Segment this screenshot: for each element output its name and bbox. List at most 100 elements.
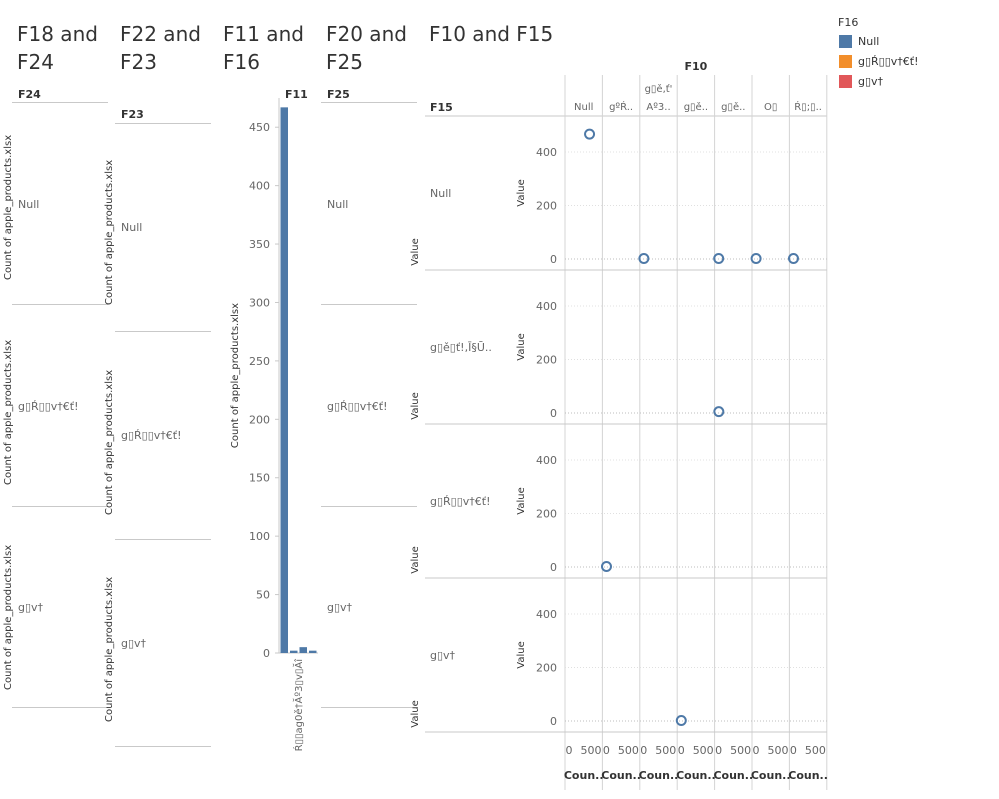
title-line: F22 and <box>120 22 201 46</box>
y-tick-label: 200 <box>536 508 557 521</box>
row-label: g▯Ŕ▯▯v†€ť! <box>430 495 491 508</box>
row-label: Null <box>327 198 349 211</box>
x-tick-label: 500 <box>805 744 826 757</box>
y-tick-label: 400 <box>536 454 557 467</box>
y-tick-label: 100 <box>249 530 270 543</box>
legend-title: F16 <box>838 16 859 29</box>
data-point <box>675 714 687 726</box>
x-axis-title: Coun.. <box>601 769 641 782</box>
divider <box>12 304 108 305</box>
divider <box>115 123 211 124</box>
title-line: F11 and <box>223 22 304 46</box>
divider <box>321 102 417 103</box>
y-axis-title: Count of apple_products.xlsx <box>230 303 241 448</box>
x-tick-label: 0 <box>753 744 760 757</box>
col-label: Ŕ▯;▯.. <box>794 100 822 113</box>
divider <box>12 506 108 507</box>
data-point <box>600 560 612 572</box>
x-tick-label: 500 <box>618 744 639 757</box>
row-label: Null <box>430 187 451 200</box>
x-tick-label: Ŕ▯▯ag0ě†Ăº3▯v▯Ăî <box>292 659 305 752</box>
x-tick-label: 500 <box>730 744 751 757</box>
x-tick-label: 0 <box>603 744 610 757</box>
data-point <box>638 252 650 264</box>
axis-title: Count of apple_products.xlsx <box>3 544 14 690</box>
row-label: g▯v† <box>121 637 147 650</box>
col-label: Aº3.. <box>646 102 670 113</box>
axis-title: Count of apple_products.xlsx <box>104 159 115 305</box>
col-header-title: F10 <box>684 60 707 73</box>
x-tick-label: 0 <box>566 744 573 757</box>
row-label: g▯v† <box>430 649 456 662</box>
panel-title-f20-f25: F20 and F25 <box>326 20 407 76</box>
x-axis-title: Coun.. <box>639 769 679 782</box>
axis-title: Count of apple_products.xlsx <box>104 576 115 722</box>
y-tick-label: 0 <box>550 407 557 420</box>
divider <box>12 102 108 103</box>
divider <box>115 746 211 747</box>
x-axis-title: Coun.. <box>751 769 791 782</box>
y-tick-label: 0 <box>550 715 557 728</box>
row-label: g▯Ŕ▯▯v†€ť! <box>18 400 79 413</box>
bar <box>309 650 317 653</box>
y-tick-label: 300 <box>249 296 270 309</box>
legend-swatch-2 <box>839 55 852 68</box>
y-tick-label: 150 <box>249 472 270 485</box>
col-label: g▯ě.. <box>684 101 708 113</box>
y-tick-label: 0 <box>263 647 270 660</box>
title-line: F24 <box>17 50 54 74</box>
bar <box>290 650 298 653</box>
x-axis-title: Coun.. <box>564 769 604 782</box>
row-axis-title-partial: Value <box>410 392 421 419</box>
panel-title-f18-f24: F18 and F24 <box>17 20 98 76</box>
header-f23: F23 <box>121 108 144 121</box>
title-line: F23 <box>120 50 157 74</box>
row-label: g▯Ŕ▯▯v†€ť! <box>327 400 388 413</box>
data-point <box>750 252 762 264</box>
legend-swatch-3 <box>839 75 852 88</box>
header-f25: F25 <box>327 88 350 101</box>
panel-title-f10-f15: F10 and F15 <box>429 22 554 46</box>
header-f24: F24 <box>18 88 41 101</box>
divider <box>115 331 211 332</box>
x-tick-label: 500 <box>693 744 714 757</box>
row-label: Null <box>18 198 40 211</box>
x-tick-label: 0 <box>715 744 722 757</box>
legend-swatch-null <box>839 35 852 48</box>
col-label: g▯ě,ť' <box>645 83 673 95</box>
row-axis-title-partial: Value <box>410 546 421 573</box>
row-label: g▯v† <box>18 601 44 614</box>
row-axis-title-partial: Value <box>410 238 421 265</box>
divider <box>321 506 417 507</box>
y-tick-label: 200 <box>536 354 557 367</box>
x-tick-label: 500 <box>768 744 789 757</box>
x-axis-title: Coun.. <box>713 769 753 782</box>
title-line: F20 and <box>326 22 407 46</box>
divider <box>321 304 417 305</box>
col-label: O▯ <box>764 102 777 113</box>
y-tick-label: 250 <box>249 355 270 368</box>
x-tick-label: 0 <box>678 744 685 757</box>
panel-title-f22-f23: F22 and F23 <box>120 20 201 76</box>
x-tick-label: 0 <box>790 744 797 757</box>
divider <box>321 707 417 708</box>
row-label: g▯ě▯ť!,Ī§Ū.. <box>430 341 492 354</box>
title-line: F18 and <box>17 22 98 46</box>
y-tick-label: 200 <box>536 200 557 213</box>
y-tick-label: 400 <box>536 608 557 621</box>
x-axis-title: Coun.. <box>788 769 828 782</box>
row-axis-title: Value <box>516 179 527 206</box>
bar <box>299 647 307 653</box>
col-label: g▯ě.. <box>721 101 745 113</box>
data-point <box>787 252 799 264</box>
bar <box>280 107 288 654</box>
header-f11: F11 <box>285 88 308 101</box>
y-tick-label: 0 <box>550 561 557 574</box>
legend-item: Null <box>858 35 880 48</box>
row-label: g▯Ŕ▯▯v†€ť! <box>121 429 182 442</box>
y-tick-label: 50 <box>256 589 270 602</box>
row-label: g▯v† <box>327 601 353 614</box>
data-point <box>584 128 596 140</box>
y-tick-label: 350 <box>249 238 270 251</box>
title-line: F25 <box>326 50 363 74</box>
